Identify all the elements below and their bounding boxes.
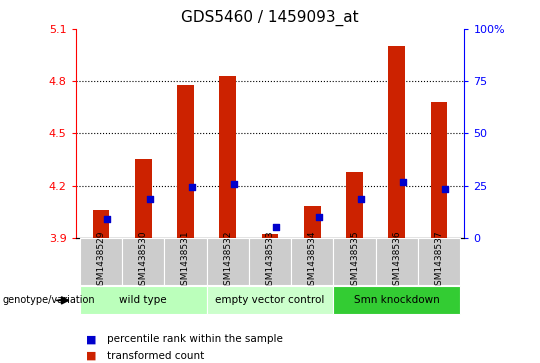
- Text: GSM1438535: GSM1438535: [350, 230, 359, 291]
- Text: genotype/variation: genotype/variation: [3, 295, 96, 305]
- Point: [187, 184, 196, 190]
- Bar: [135, 159, 152, 238]
- Bar: [80, 238, 122, 285]
- Bar: [122, 238, 164, 285]
- Bar: [219, 76, 236, 238]
- Text: empty vector control: empty vector control: [215, 295, 325, 305]
- Text: percentile rank within the sample: percentile rank within the sample: [107, 334, 283, 344]
- Point: [230, 181, 238, 187]
- Text: ■: ■: [86, 351, 97, 361]
- Bar: [388, 46, 405, 238]
- Text: GSM1438537: GSM1438537: [435, 230, 443, 291]
- Point: [103, 216, 112, 221]
- Text: ■: ■: [86, 334, 97, 344]
- Text: GSM1438531: GSM1438531: [181, 230, 190, 291]
- Bar: [207, 238, 249, 285]
- Text: wild type: wild type: [119, 295, 167, 305]
- Bar: [249, 238, 291, 285]
- Point: [356, 197, 365, 203]
- Point: [441, 186, 450, 192]
- Bar: [333, 238, 376, 285]
- Bar: [346, 172, 363, 238]
- Text: GSM1438534: GSM1438534: [308, 230, 317, 291]
- Bar: [430, 102, 448, 238]
- Point: [145, 197, 154, 203]
- Text: Smn knockdown: Smn knockdown: [354, 295, 440, 305]
- Text: GSM1438536: GSM1438536: [392, 230, 401, 291]
- Bar: [291, 238, 333, 285]
- Bar: [80, 286, 207, 314]
- Bar: [207, 286, 333, 314]
- Text: GSM1438530: GSM1438530: [139, 230, 148, 291]
- Point: [314, 214, 323, 220]
- Bar: [177, 85, 194, 238]
- Bar: [418, 238, 460, 285]
- Text: GSM1438529: GSM1438529: [97, 230, 105, 291]
- Text: GSM1438532: GSM1438532: [223, 230, 232, 291]
- Bar: [333, 286, 460, 314]
- Title: GDS5460 / 1459093_at: GDS5460 / 1459093_at: [181, 10, 359, 26]
- Bar: [92, 210, 110, 238]
- Bar: [304, 207, 321, 238]
- Text: GSM1438533: GSM1438533: [266, 230, 274, 291]
- Text: transformed count: transformed count: [107, 351, 204, 361]
- Bar: [164, 238, 207, 285]
- Bar: [376, 238, 418, 285]
- Point: [272, 224, 281, 230]
- Bar: [261, 234, 279, 238]
- Point: [399, 179, 408, 185]
